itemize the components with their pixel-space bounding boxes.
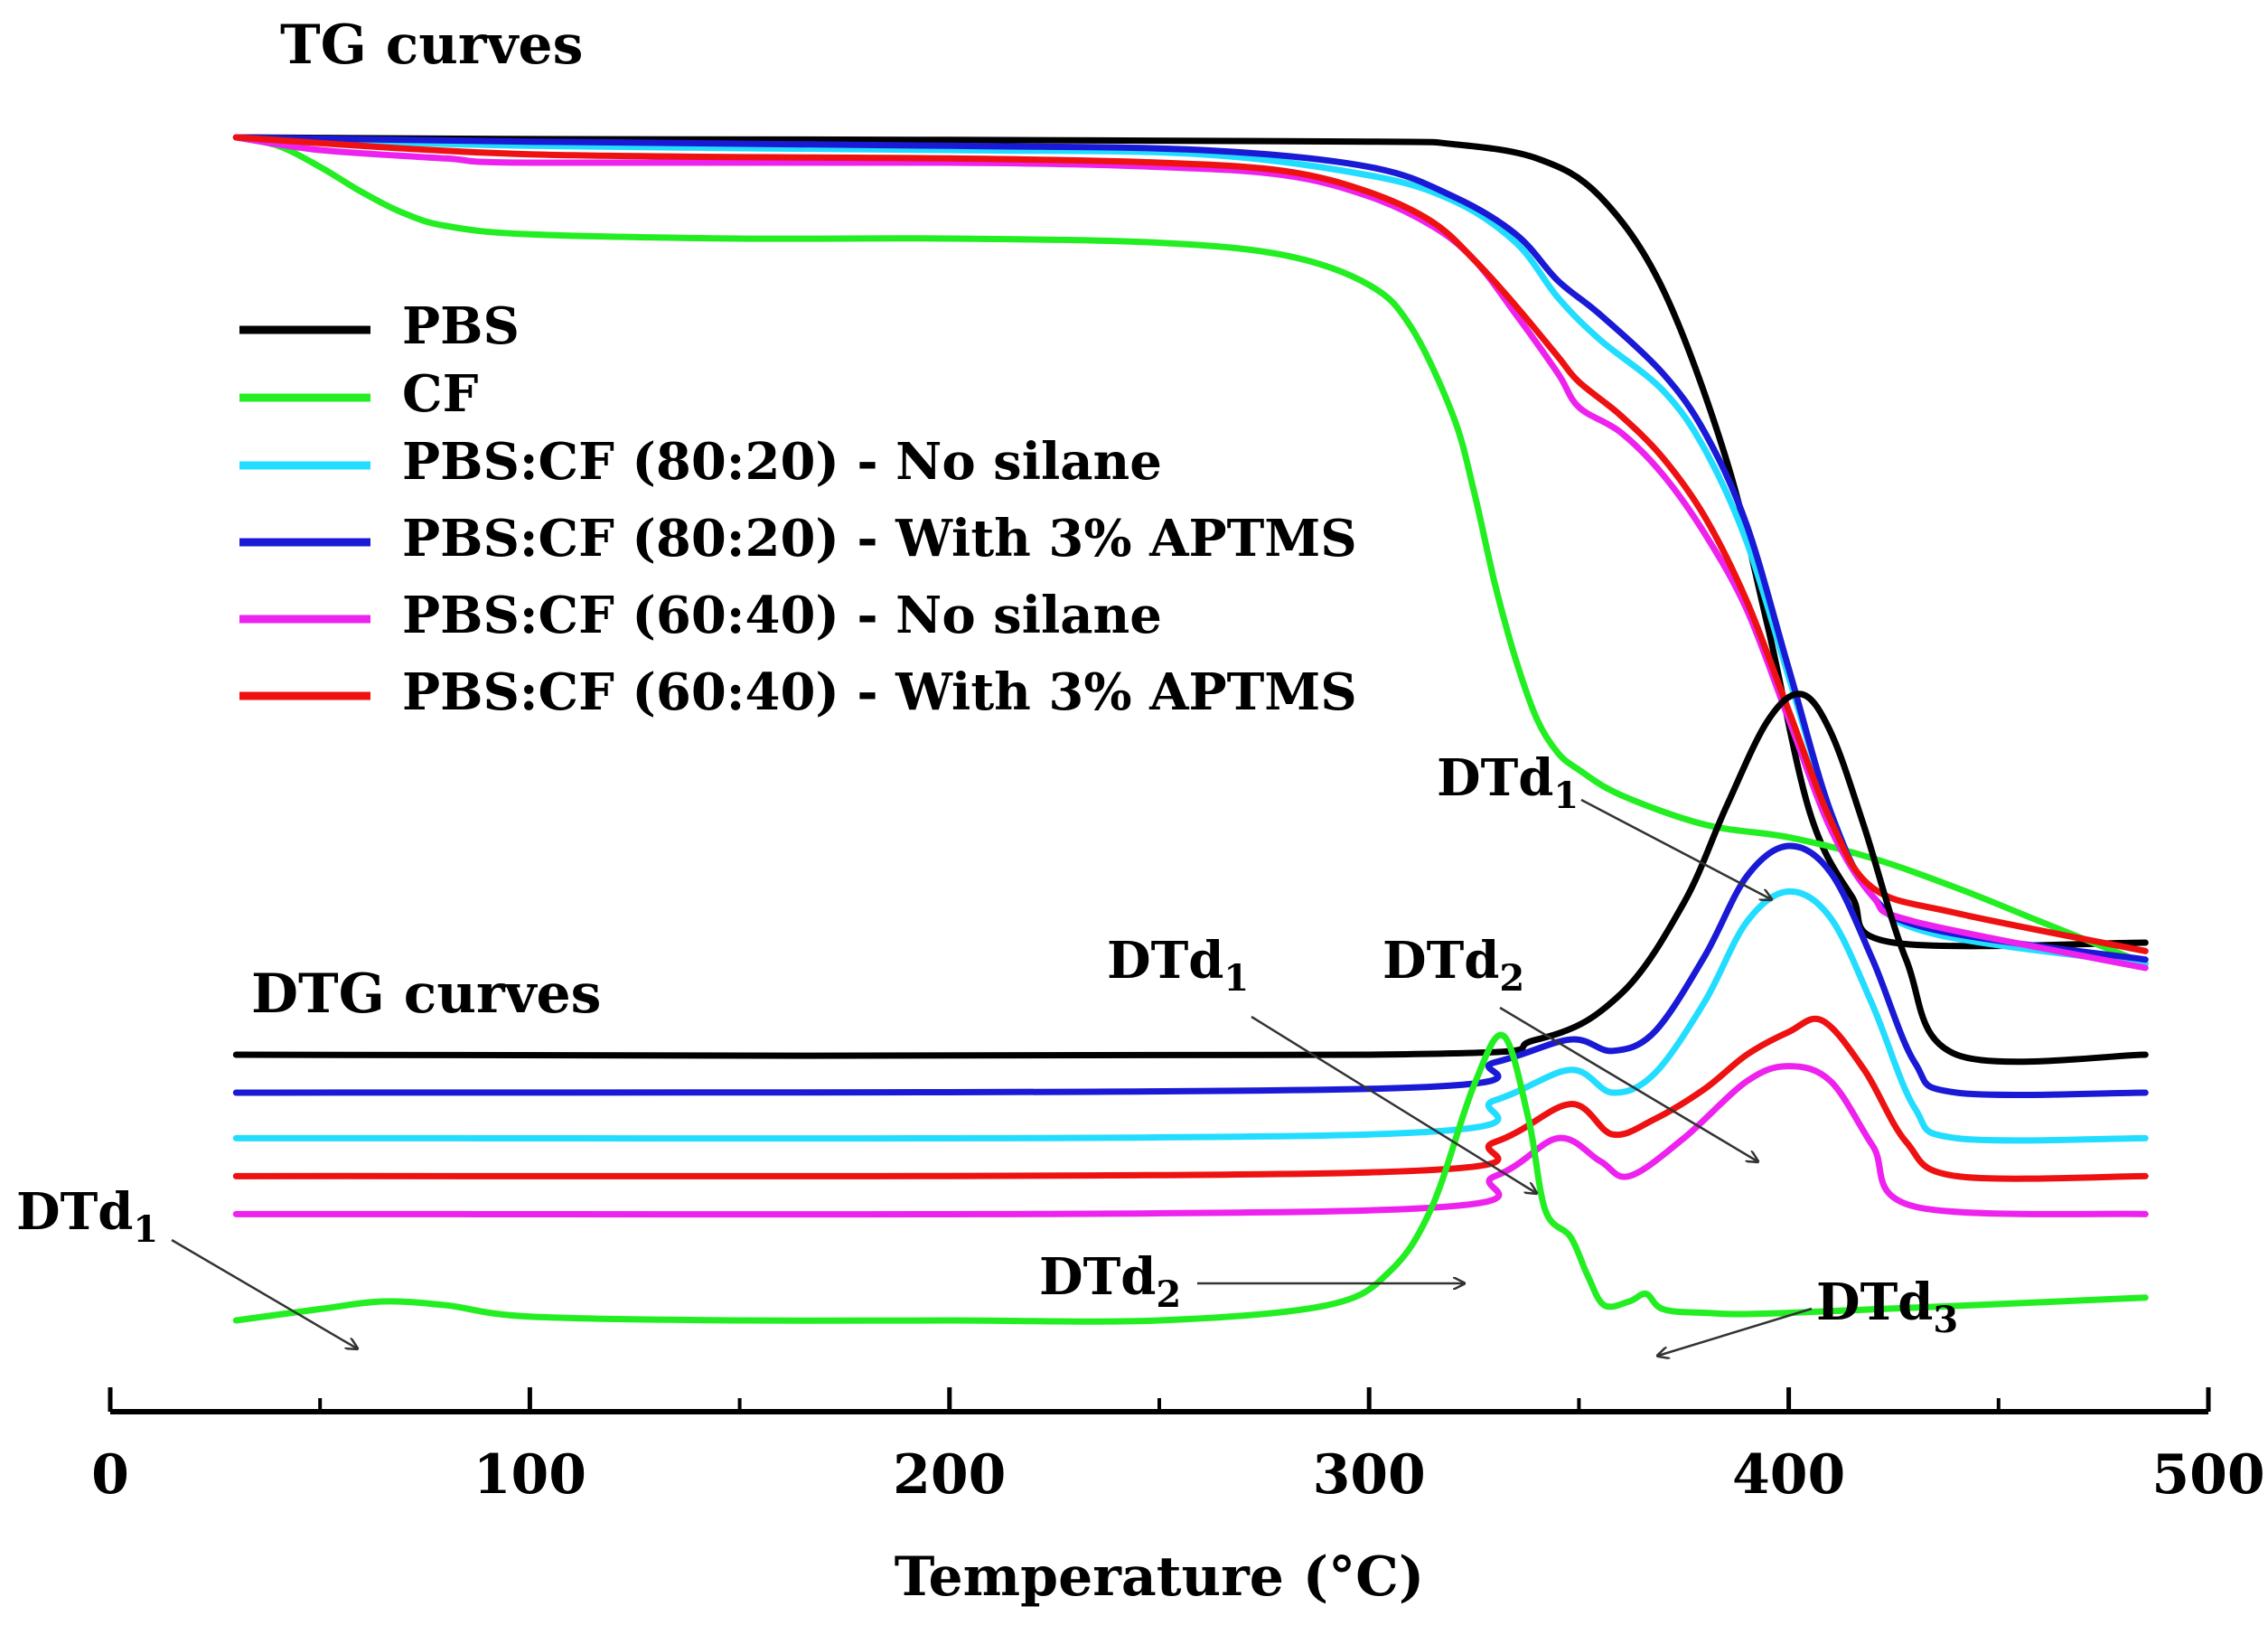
annotation-arrow (1251, 1015, 1536, 1193)
annotation-dtd2-cf: DTd2 (1039, 1247, 1464, 1316)
annotations: DTd1 DTd1 DTd2 DTd1 DTd2 DTd3 (16, 748, 1958, 1356)
dtg-line-pbs-cf-8020-ns (232, 888, 2149, 1144)
x-ticks: 0 100 200 300 400 500 (91, 1387, 2265, 1507)
annotation-subscript: 1 (1553, 775, 1579, 817)
annotation-text: DTd (1816, 1273, 1933, 1332)
dtg-line-pbs-cf-6040-ns (232, 1063, 2149, 1218)
annotation-dtd3-cf: DTd3 (1658, 1273, 1958, 1356)
annotation-arrow (1658, 1307, 1813, 1356)
dtg-line-cf (232, 1031, 2149, 1325)
annotation-arrow (1580, 798, 1771, 899)
annotation-text: DTd (16, 1182, 133, 1242)
annotation-dtd2-composite: DTd2 (1382, 931, 1757, 1161)
legend-label-pbs: PBS (402, 296, 520, 356)
legend: PBS CF PBS:CF (80:20) - No silane PBS:CF… (239, 296, 1357, 722)
annotation-subscript: 2 (1156, 1273, 1181, 1316)
x-tick-label: 200 (893, 1443, 1006, 1507)
dtg-line-pbs-cf-8020-ap (232, 842, 2149, 1098)
annotation-text: DTd (1382, 931, 1499, 991)
tg-line-pbs-cf-6040-ns (232, 134, 2149, 972)
svg-text:DTd3: DTd3 (1816, 1273, 1958, 1341)
x-tick-label: 0 (91, 1443, 129, 1507)
svg-text:DTd2: DTd2 (1039, 1247, 1181, 1316)
svg-text:DTd1: DTd1 (1107, 931, 1249, 1000)
legend-label-pbs-cf-6040-aptms: PBS:CF (60:40) - With 3% APTMS (402, 662, 1357, 722)
annotation-dtd1-cf: DTd1 (16, 1182, 357, 1348)
annotation-arrow (1499, 1006, 1757, 1161)
annotation-dtd1-pbs: DTd1 (1437, 748, 1771, 899)
x-axis: 0 100 200 300 400 500 Temperature (°C) (91, 1387, 2265, 1609)
annotation-subscript: 2 (1499, 957, 1524, 1000)
annotation-subscript: 1 (1223, 957, 1249, 1000)
x-tick-label: 400 (1732, 1443, 1845, 1507)
annotation-subscript: 3 (1933, 1299, 1958, 1341)
x-axis-title: Temperature (°C) (895, 1545, 1425, 1609)
dtg-line-pbs (232, 690, 2149, 1066)
tg-curves-title: TG curves (280, 14, 583, 77)
annotation-text: DTd (1039, 1247, 1156, 1307)
legend-label-pbs-cf-6040-no-silane: PBS:CF (60:40) - No silane (402, 586, 1162, 645)
x-tick-label: 100 (473, 1443, 586, 1507)
svg-text:DTd1: DTd1 (1437, 748, 1579, 817)
annotation-text: DTd (1107, 931, 1223, 991)
tg-line-cf (232, 134, 2149, 967)
legend-label-pbs-cf-8020-aptms: PBS:CF (80:20) - With 3% APTMS (402, 509, 1357, 568)
annotation-arrow (171, 1238, 357, 1348)
tg-line-pbs-cf-6040-ap (232, 134, 2149, 954)
legend-label-cf: CF (402, 364, 479, 424)
svg-text:DTd2: DTd2 (1382, 931, 1524, 1000)
legend-label-pbs-cf-8020-no-silane: PBS:CF (80:20) - No silane (402, 432, 1162, 492)
tg-line-pbs (232, 134, 2149, 950)
annotation-text: DTd (1437, 748, 1553, 808)
tg-curves-group (232, 134, 2149, 972)
dtg-line-pbs-cf-6040-ap (232, 1015, 2149, 1182)
dtg-curves-group (232, 690, 2149, 1325)
x-tick-label: 300 (1313, 1443, 1426, 1507)
annotation-dtd1-composite: DTd1 (1107, 931, 1536, 1193)
annotation-subscript: 1 (133, 1208, 158, 1251)
svg-text:DTd1: DTd1 (16, 1182, 158, 1251)
dtg-curves-title: DTG curves (251, 963, 601, 1026)
x-tick-label: 500 (2151, 1443, 2264, 1507)
